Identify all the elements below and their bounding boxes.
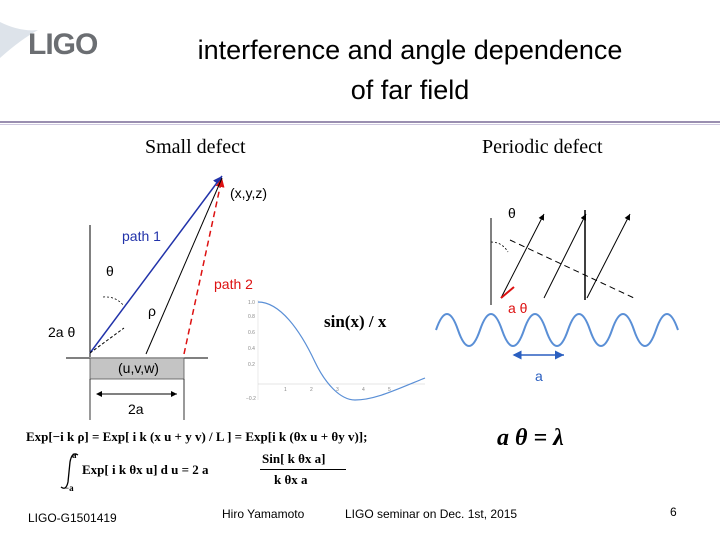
path-1-label: path 1: [122, 228, 161, 244]
sinc-xtick-5: 5: [388, 387, 391, 393]
page-number: 6: [670, 505, 677, 519]
doc-id: LIGO-G1501419: [28, 511, 117, 525]
width-label: 2a: [128, 401, 144, 417]
integral-lower-limit: −a: [64, 483, 74, 493]
sinc-ytick-7: −0.2: [246, 396, 256, 402]
sinc-ytick-1: 1.0: [248, 300, 255, 306]
ray-1: [500, 213, 545, 299]
ray-2: [543, 213, 587, 299]
point-label: (x,y,z): [230, 185, 267, 201]
sinc-xtick-1: 1: [284, 387, 287, 393]
ligo-logo: LIGO: [28, 28, 98, 61]
small-defect-header: Small defect: [145, 136, 246, 158]
periodic-defect-diagram: [435, 210, 679, 360]
integral-upper-limit: a: [72, 450, 77, 460]
sinc-xtick-3: 3: [336, 387, 339, 393]
logo-swoosh-graphic: [0, 22, 38, 58]
theta-label-left: θ: [106, 263, 114, 279]
path-2-line: [183, 177, 225, 355]
path-difference-segment: [500, 286, 515, 299]
small-defect-diagram: [66, 175, 225, 420]
theta-arc: [102, 296, 125, 307]
theta-label-right: θ: [508, 205, 516, 221]
title-divider-shadow: [0, 124, 720, 125]
sinc-ytick-5: 0.2: [248, 362, 255, 368]
sinc-formula: sin(x) / x: [324, 312, 387, 331]
sinc-ytick-2: 0.8: [248, 314, 255, 320]
title-line-1: interference and angle dependence: [197, 35, 623, 65]
phase-difference-marker: [89, 327, 125, 354]
path-1-line: [89, 175, 223, 354]
integral-sign: [60, 453, 79, 489]
equation-line-1: Exp[−i k ρ] = Exp[ i k (x u + y v) / L ]…: [26, 429, 368, 444]
slide-title: interference and angle dependence of far…: [150, 30, 670, 110]
periodic-relation: a θ = λ: [497, 425, 564, 451]
fraction-bar: [260, 469, 346, 470]
fraction-numerator: Sin[ k θx a]: [262, 451, 326, 466]
two-a-theta-label: 2a θ: [48, 324, 75, 340]
a-theta-label: a θ: [508, 300, 528, 316]
path-2-label: path 2: [214, 276, 253, 292]
wavefront-line: [509, 239, 635, 299]
center-line: [145, 177, 223, 355]
period-label: a: [535, 368, 543, 384]
periodic-surface-wave: [435, 313, 679, 347]
defect-box: [89, 357, 185, 380]
ray-3: [586, 213, 631, 299]
sinc-curve: [257, 301, 426, 401]
sinc-ytick-4: 0.4: [248, 346, 255, 352]
sinc-xtick-2: 2: [310, 387, 313, 393]
fraction-denominator: k θx a: [274, 472, 308, 487]
title-divider: [0, 121, 720, 123]
sinc-plot: [257, 300, 426, 401]
sinc-xtick-4: 4: [362, 387, 365, 393]
right-theta-arc: [490, 241, 509, 253]
event: LIGO seminar on Dec. 1st, 2015: [345, 507, 518, 521]
defect-label: (u,v,w): [118, 360, 159, 376]
sinc-ytick-3: 0.6: [248, 330, 255, 336]
integrand: Exp[ i k θx u] d u = 2 a: [82, 462, 209, 477]
author: Hiro Yamamoto: [222, 507, 305, 521]
periodic-defect-header: Periodic defect: [482, 136, 603, 158]
rho-label: ρ: [148, 303, 156, 319]
title-line-2: of far field: [350, 75, 470, 105]
